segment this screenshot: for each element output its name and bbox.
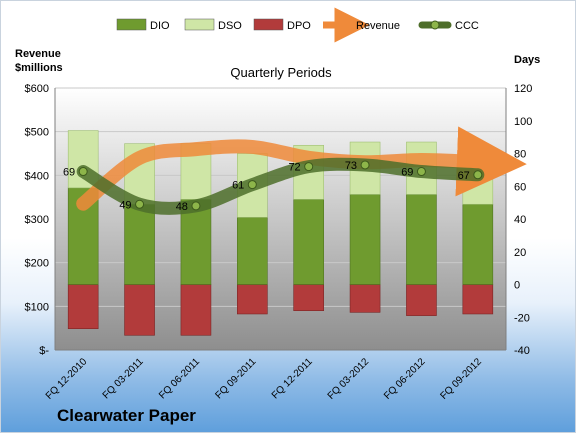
bar-dpo [293, 284, 324, 312]
left-tick-label: $100 [25, 301, 49, 313]
bar-dpo [349, 284, 381, 313]
ccc-point [416, 167, 426, 177]
right-tick-label: 60 [514, 181, 526, 193]
ccc-data-label: 72 [288, 162, 300, 174]
ccc-point [78, 167, 88, 177]
legend-swatch-dio [116, 18, 147, 31]
bar-dio [462, 203, 494, 285]
ccc-point [247, 180, 257, 190]
legend-swatch-dso [184, 18, 215, 31]
left-tick-label: $400 [25, 170, 49, 182]
legend-label-ccc: CCC [455, 20, 479, 32]
bar-dpo [406, 284, 437, 316]
x-tick-label: FQ 06-2011 [157, 356, 202, 401]
bar-dio [237, 217, 268, 285]
left-tick-label: $200 [25, 258, 49, 270]
bar-dio [124, 203, 155, 285]
legend-label-dso: DSO [218, 20, 242, 32]
ccc-point [304, 162, 314, 172]
x-tick-label: FQ 06-2012 [382, 356, 428, 402]
left-axis-title: Revenue [15, 48, 61, 60]
left-tick-label: $300 [25, 214, 49, 226]
legend-label-dpo: DPO [287, 20, 311, 32]
bar-dio [293, 199, 324, 285]
ccc-point [135, 199, 145, 209]
company-name: Clearwater Paper [57, 406, 196, 425]
bar-dio [406, 194, 437, 285]
x-tick-label: FQ 09-2011 [213, 356, 258, 401]
legend-label-revenue: Revenue [356, 20, 400, 32]
left-tick-label: $500 [25, 127, 49, 139]
ccc-data-label: 69 [401, 167, 413, 179]
legend-swatch-dpo [253, 18, 284, 31]
ccc-point [191, 201, 201, 211]
bar-dpo [180, 284, 212, 336]
right-axis-title: Days [514, 54, 540, 66]
right-tick-label: 80 [514, 149, 526, 161]
right-tick-label: 120 [514, 83, 532, 95]
legend-marker-ccc [430, 20, 440, 30]
bar-dpo [124, 284, 155, 336]
ccc-data-label: 49 [119, 199, 131, 211]
bar-dio [349, 194, 381, 285]
x-tick-label: FQ 03-2012 [326, 356, 372, 402]
ccc-data-label: 69 [63, 167, 75, 179]
left-tick-label: $- [39, 345, 49, 357]
right-tick-label: -20 [514, 312, 530, 324]
bar-dpo [462, 284, 494, 315]
bar-dpo [237, 284, 268, 315]
ccc-data-label: 61 [232, 180, 244, 192]
left-tick-label: $600 [25, 83, 49, 95]
x-tick-label: FQ 12-2010 [44, 356, 90, 402]
right-tick-label: 20 [514, 247, 526, 259]
legend-label-dio: DIO [150, 20, 170, 32]
x-tick-label: FQ 03-2011 [101, 356, 146, 401]
revenue-line [76, 126, 527, 211]
right-tick-label: 100 [514, 116, 532, 128]
ccc-data-label: 67 [458, 170, 470, 182]
bar-dpo [67, 284, 99, 330]
ccc-data-label: 48 [176, 201, 188, 213]
x-tick-label: FQ 09-2012 [438, 356, 484, 402]
chart-title: Quarterly Periods [230, 65, 332, 80]
right-tick-label: 0 [514, 280, 520, 292]
ccc-data-label: 73 [345, 160, 357, 172]
left-axis-title: $millions [15, 62, 63, 74]
ccc-point [473, 170, 483, 180]
right-tick-label: 40 [514, 214, 526, 226]
x-tick-label: FQ 12-2011 [270, 356, 315, 401]
ccc-point [360, 160, 370, 170]
right-tick-label: -40 [514, 345, 530, 357]
